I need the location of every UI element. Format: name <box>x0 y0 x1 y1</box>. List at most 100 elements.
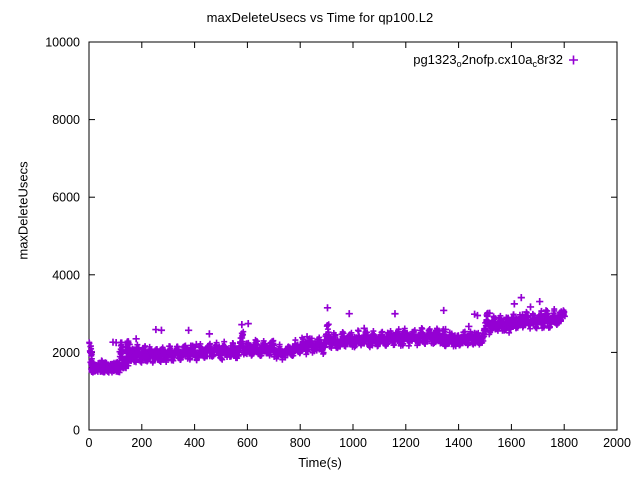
data-point-marker <box>450 343 457 350</box>
data-point-marker <box>157 326 166 334</box>
data-point-marker <box>560 307 567 314</box>
data-point-marker <box>361 340 368 347</box>
data-point-marker <box>503 314 510 321</box>
data-point-marker <box>86 340 93 347</box>
data-point-marker <box>510 300 518 308</box>
chart-title: maxDeleteUsecs vs Time for qp100.L2 <box>206 10 434 25</box>
data-point-marker <box>325 331 332 338</box>
data-point-marker <box>526 303 535 311</box>
data-point-marker <box>325 321 332 328</box>
data-point-marker <box>465 322 473 331</box>
data-point-marker <box>480 337 487 344</box>
data-point-marker <box>510 311 517 318</box>
y-tick-label: 10000 <box>45 36 80 50</box>
y-tick-label: 2000 <box>52 346 80 360</box>
x-axis-label: Time(s) <box>298 455 342 470</box>
data-point-marker <box>485 318 492 325</box>
data-point-marker <box>213 339 220 346</box>
data-point-marker <box>345 310 353 318</box>
y-tick-label: 0 <box>73 424 80 438</box>
data-point-marker <box>330 329 337 336</box>
data-point-marker <box>126 341 133 348</box>
data-point-marker <box>479 332 486 339</box>
data-point-marker <box>296 349 303 356</box>
data-point-marker <box>122 363 129 370</box>
data-point-marker <box>551 306 558 313</box>
data-point-marker <box>240 328 247 335</box>
data-point-marker <box>410 328 417 335</box>
data-point-marker <box>166 343 173 350</box>
data-point-marker <box>538 308 545 315</box>
data-point-marker <box>239 338 246 345</box>
data-point-marker <box>354 327 361 334</box>
data-point-marker <box>401 325 408 332</box>
data-point-marker <box>473 311 482 320</box>
data-point-marker <box>441 325 450 334</box>
data-point-marker <box>220 342 227 349</box>
x-tick-label: 1600 <box>497 436 525 450</box>
x-tick-label: 200 <box>131 436 152 450</box>
data-point-marker <box>238 321 246 329</box>
data-point-marker <box>422 336 429 343</box>
x-tick-label: 1000 <box>339 436 367 450</box>
data-point-marker <box>197 340 204 347</box>
data-point-marker <box>391 310 399 318</box>
data-point-marker <box>539 325 546 332</box>
x-tick-label: 400 <box>184 436 205 450</box>
data-point-marker <box>517 294 525 302</box>
data-point-marker <box>118 355 125 362</box>
axis-tick-marks <box>88 41 618 431</box>
legend-series-label: pg1323o2nofp.cx10ac8r32 <box>413 52 563 69</box>
data-point-marker <box>320 350 327 357</box>
data-point-marker <box>282 354 289 361</box>
data-point-marker <box>194 351 201 358</box>
data-point-marker <box>364 329 371 336</box>
data-point-marker <box>254 341 261 348</box>
data-point-marker <box>235 349 242 356</box>
data-point-marker <box>323 304 332 312</box>
x-axis-tick-labels: 0 200 400 600 800 1000 1200 1400 1600 1800 2000 <box>86 436 631 450</box>
data-point-marker <box>545 324 552 331</box>
data-point-marker <box>461 328 468 335</box>
legend-marker-plus-icon <box>569 55 578 65</box>
data-point-marker <box>132 335 140 343</box>
y-tick-label: 4000 <box>52 268 80 282</box>
x-tick-label: 0 <box>86 436 93 450</box>
y-axis-tick-labels: 0 2000 4000 6000 8000 10000 <box>45 36 80 438</box>
x-tick-label: 800 <box>290 436 311 450</box>
data-point-marker <box>536 297 544 306</box>
data-point-marker <box>117 339 124 346</box>
scatter-data-points <box>86 294 568 376</box>
data-point-marker <box>544 310 551 317</box>
x-tick-label: 1200 <box>392 436 420 450</box>
data-point-marker <box>456 342 463 349</box>
data-point-marker <box>316 334 323 341</box>
x-tick-label: 600 <box>237 436 258 450</box>
data-point-marker <box>490 314 497 321</box>
data-point-marker <box>486 309 494 317</box>
data-point-marker <box>205 330 213 338</box>
y-tick-label: 8000 <box>52 113 80 127</box>
x-tick-label: 1800 <box>550 436 578 450</box>
x-tick-label: 1400 <box>445 436 473 450</box>
data-point-marker <box>118 344 125 351</box>
data-point-marker <box>433 325 440 332</box>
y-tick-label: 6000 <box>52 191 80 205</box>
data-point-marker <box>440 306 448 315</box>
data-point-marker <box>356 333 363 340</box>
data-point-marker <box>244 320 252 328</box>
data-point-marker <box>260 337 267 344</box>
legend: pg1323o2nofp.cx10ac8r32 <box>413 52 578 69</box>
data-point-marker <box>360 324 368 332</box>
data-point-marker <box>185 326 193 334</box>
data-point-marker <box>371 332 378 339</box>
data-point-marker <box>506 329 513 336</box>
legend-plus-icon <box>569 55 578 65</box>
data-point-marker <box>304 348 311 355</box>
data-point-marker <box>395 326 402 333</box>
data-point-marker <box>136 357 143 364</box>
data-point-marker <box>253 338 260 345</box>
data-point-marker <box>173 343 180 350</box>
data-point-marker <box>292 337 299 344</box>
